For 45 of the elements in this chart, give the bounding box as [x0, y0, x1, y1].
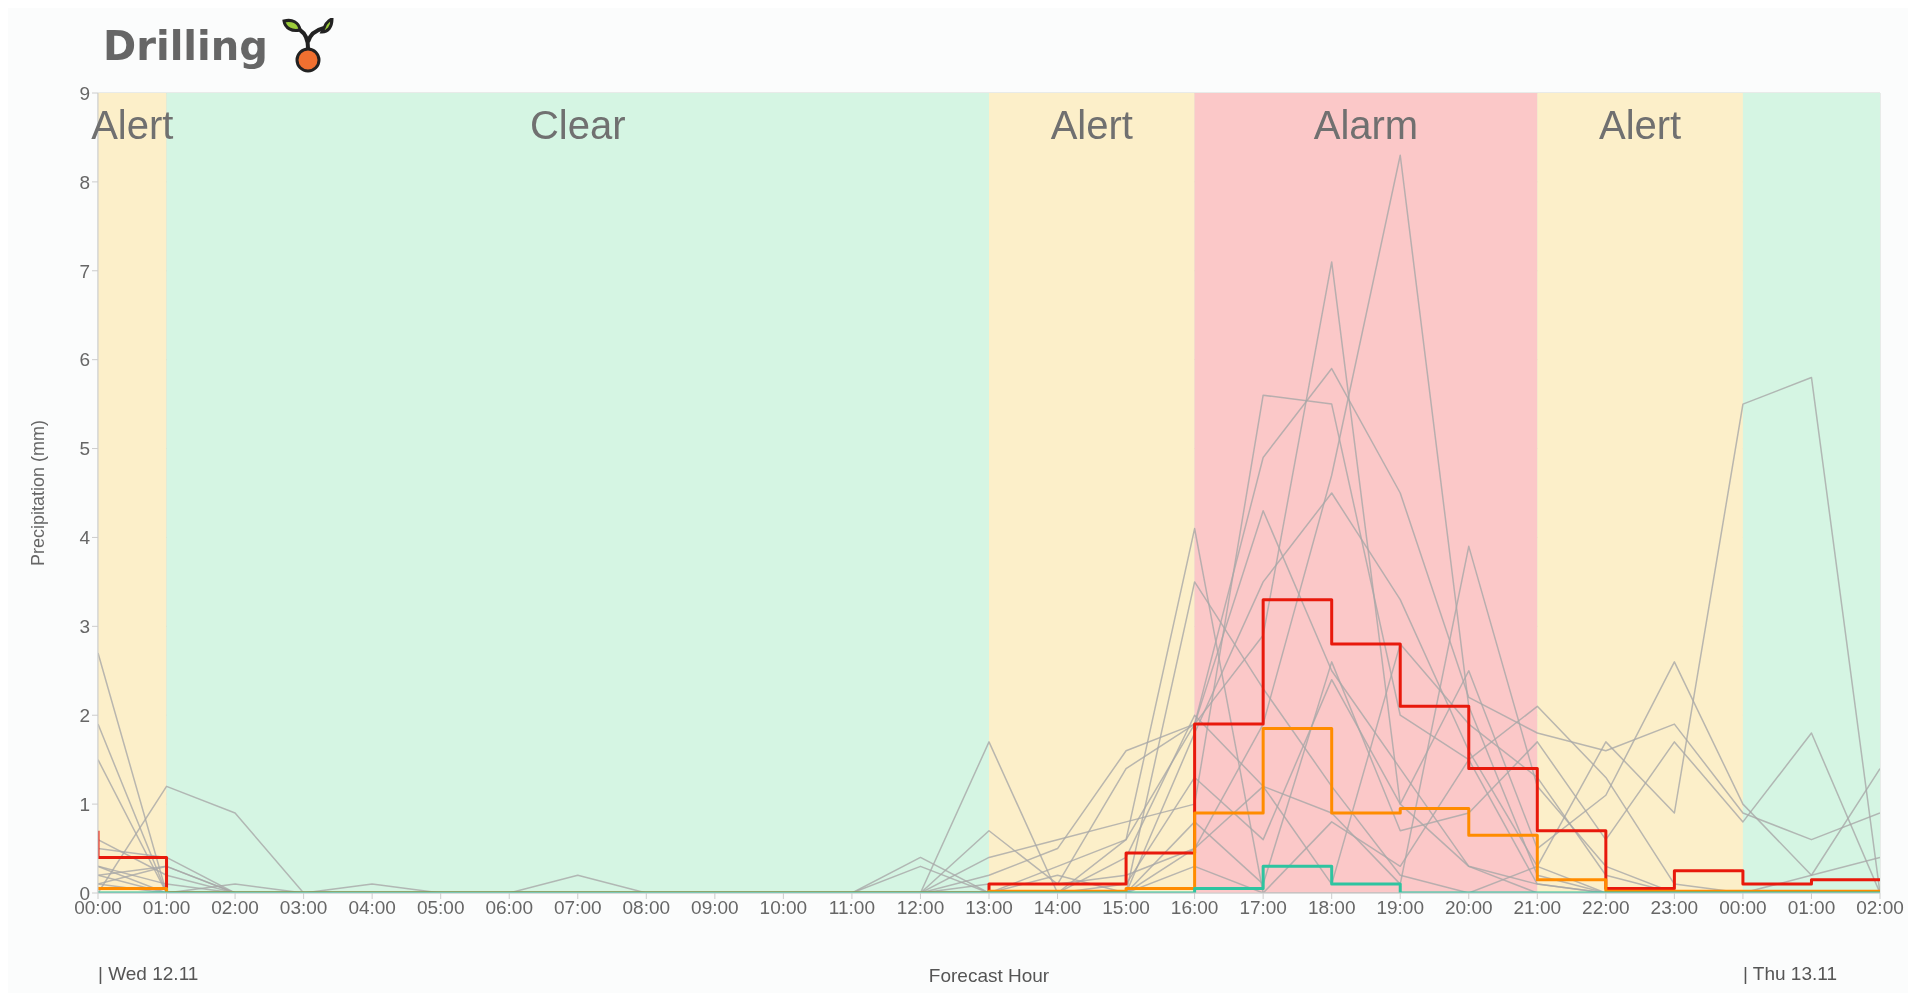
- x-tick-label: 01:00: [142, 897, 191, 919]
- y-tick-label: 7: [79, 260, 90, 282]
- text: | Thu 13.11: [1742, 963, 1837, 985]
- x-tick-label: 17:00: [1239, 897, 1287, 919]
- x-tick-label: 11:00: [828, 897, 875, 919]
- x-tick-label: 23:00: [1650, 897, 1699, 919]
- x-tick-label: 07:00: [554, 897, 602, 919]
- x-tick-label: 14:00: [1033, 897, 1082, 919]
- x-tick-label: 09:00: [691, 897, 739, 919]
- x-tick-label: 10:00: [759, 897, 808, 919]
- x-tick-label: 01:00: [1787, 897, 1836, 919]
- x-tick-label: 02:00: [1856, 897, 1904, 919]
- x-tick-label: 03:00: [279, 897, 328, 919]
- band-label: Alert: [91, 103, 174, 148]
- x-tick-label: 19:00: [1376, 897, 1424, 919]
- x-tick-label: 08:00: [622, 897, 671, 919]
- x-tick-label: 15:00: [1102, 897, 1150, 919]
- x-axis-title: Forecast Hour: [928, 965, 1050, 987]
- y-tick-label: 1: [79, 793, 90, 815]
- y-tick-label: 9: [79, 82, 90, 104]
- y-tick-label: 6: [79, 349, 90, 371]
- x-tick-label: 04:00: [348, 897, 396, 919]
- x-tick-label: 06:00: [485, 897, 533, 919]
- y-tick-label: 5: [79, 438, 90, 460]
- x-tick-label: 13:00: [965, 897, 1013, 919]
- x-tick-label: 05:00: [416, 897, 465, 919]
- x-tick-label: 20:00: [1445, 897, 1493, 919]
- band-label: Alert: [1050, 103, 1133, 148]
- chart-title: Drilling: [103, 22, 268, 69]
- y-tick-label: 4: [79, 527, 91, 549]
- x-tick-label: 18:00: [1307, 897, 1356, 919]
- band-label: Clear: [529, 103, 626, 148]
- band-label: Alert: [1598, 103, 1682, 148]
- x-tick-label: 12:00: [896, 897, 945, 919]
- x-tick-label: 00:00: [1719, 897, 1767, 919]
- x-tick-label: 02:00: [211, 897, 259, 919]
- x-tick-label: 21:00: [1513, 897, 1562, 919]
- y-tick-label: 3: [79, 616, 90, 638]
- y-axis-title: Precipitation (mm): [28, 419, 49, 567]
- x-tick-label: 16:00: [1170, 897, 1219, 919]
- x-tick-label: 22:00: [1582, 897, 1630, 919]
- band-label: Alarm: [1313, 103, 1419, 148]
- y-tick-label: 2: [79, 704, 90, 726]
- text: | Wed 12.11: [98, 963, 199, 985]
- y-tick-label: 8: [79, 171, 90, 193]
